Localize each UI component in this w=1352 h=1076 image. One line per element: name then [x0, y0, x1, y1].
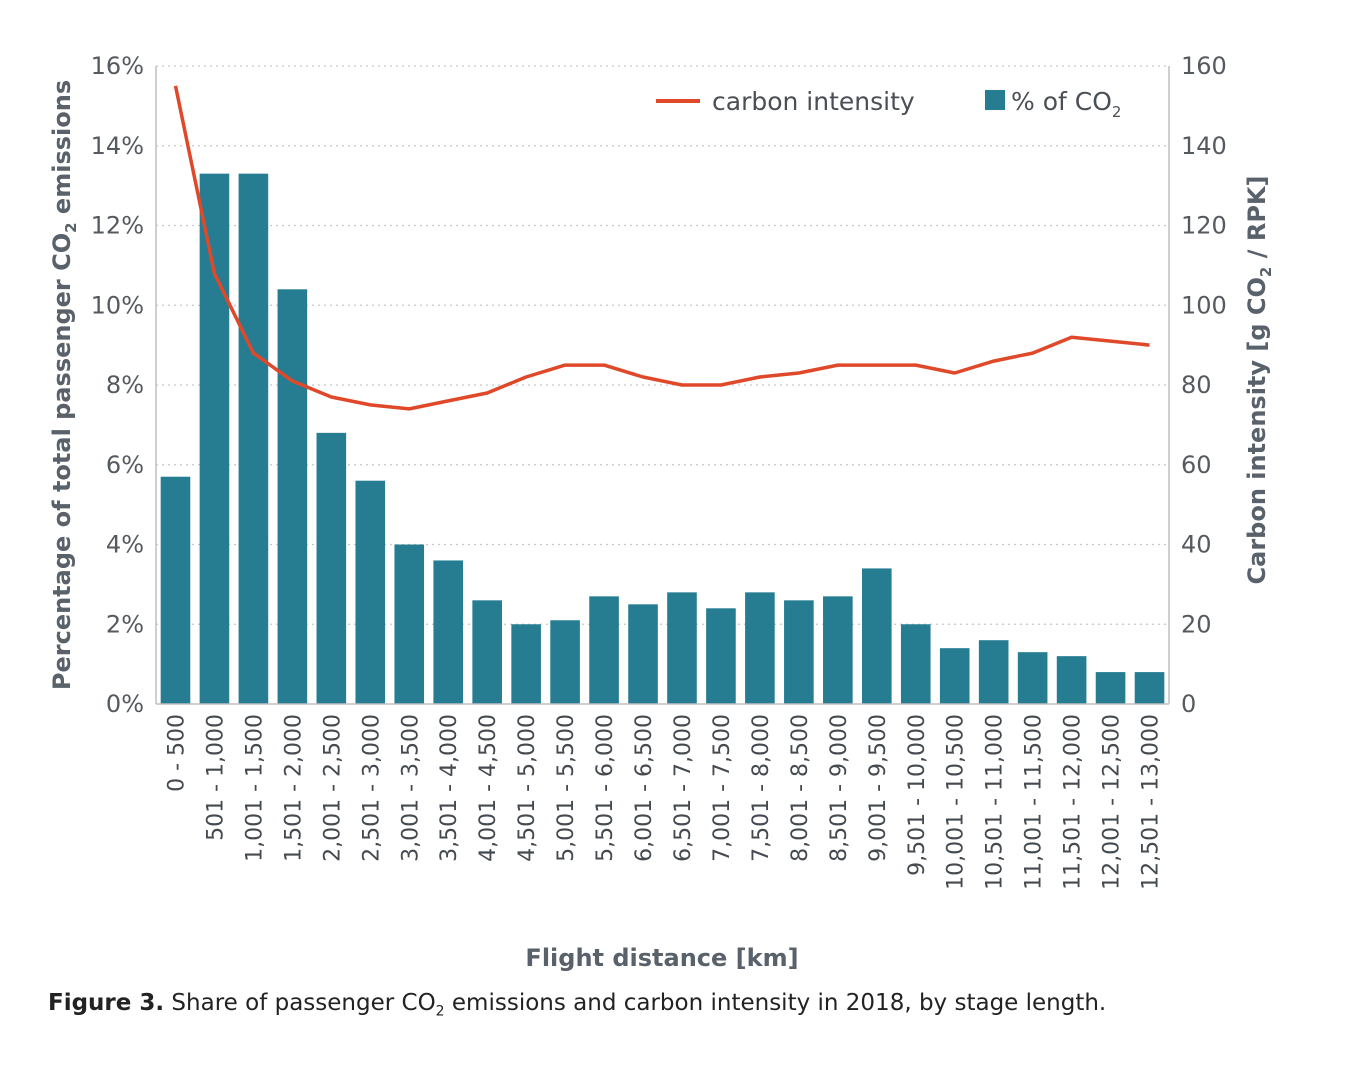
y-tick-right: 80	[1181, 371, 1212, 399]
bar	[978, 640, 1009, 704]
x-tick-label: 2,501 - 3,000	[359, 714, 384, 862]
bar	[472, 600, 502, 704]
bar	[1095, 672, 1126, 704]
y-tick-left: 6%	[106, 451, 144, 479]
legend-swatch-co2-share	[985, 90, 1005, 110]
y-axis-title-right: Carbon intensity [g CO2 / RPK]	[1243, 176, 1275, 585]
y-axis-title-left: Percentage of total passenger CO2 emissi…	[48, 80, 80, 690]
legend-label-carbon-intensity: carbon intensity	[712, 87, 915, 116]
y-tick-left: 0%	[106, 690, 144, 718]
bar	[355, 480, 386, 704]
x-tick-label: 3,001 - 3,500	[398, 714, 423, 862]
x-tick-label: 9,501 - 10,000	[905, 714, 930, 876]
x-tick-label: 11,501 - 12,000	[1061, 714, 1086, 890]
x-tick-label: 4,001 - 4,500	[476, 714, 501, 862]
bar	[745, 592, 775, 704]
x-tick-label: 7,001 - 7,500	[710, 714, 735, 862]
x-tick-label: 4,501 - 5,000	[515, 714, 540, 862]
x-tick-label: 6,001 - 6,500	[632, 714, 657, 862]
y-tick-right: 140	[1181, 132, 1227, 160]
bar	[394, 544, 425, 704]
legend-label-co2-share: % of CO2	[1011, 87, 1121, 121]
caption-subscript: 2	[435, 1003, 445, 1020]
x-tick-label: 5,001 - 5,500	[554, 714, 579, 862]
chart: 0% 2% 4% 6% 8% 10% 12% 14% 16% 0 20 40 60 80 100 120 14…	[48, 52, 1275, 972]
bar	[628, 604, 658, 704]
x-tick-label: 10,001 - 10,500	[944, 714, 969, 890]
bar	[1134, 672, 1165, 704]
x-tick-label: 12,001 - 12,500	[1100, 714, 1125, 890]
y-tick-left: 4%	[106, 531, 144, 559]
y-tick-right: 100	[1181, 291, 1227, 319]
left-tick-labels: 0% 2% 4% 6% 8% 10% 12% 14% 16%	[91, 52, 144, 718]
x-tick-label: 501 - 1,000	[203, 714, 228, 841]
bar	[316, 432, 347, 704]
bar	[784, 600, 814, 704]
bar	[1056, 656, 1087, 704]
y-tick-right: 40	[1181, 531, 1212, 559]
y-tick-left: 12%	[91, 212, 144, 240]
y-tick-right: 0	[1181, 690, 1196, 718]
bar	[433, 560, 464, 704]
x-tick-label: 2,001 - 2,500	[320, 714, 345, 862]
caption-text-end: emissions and carbon intensity in 2018, …	[444, 990, 1107, 1016]
bar	[900, 624, 931, 704]
bar	[1017, 652, 1048, 704]
bar	[160, 476, 191, 704]
y-tick-right: 60	[1181, 451, 1212, 479]
y-tick-left: 10%	[91, 291, 144, 319]
bar	[589, 596, 619, 704]
bar	[861, 568, 892, 704]
bar	[238, 173, 269, 705]
y-tick-right: 120	[1181, 212, 1227, 240]
y-tick-right: 160	[1181, 52, 1227, 80]
y-tick-right: 20	[1181, 610, 1212, 638]
bar	[823, 596, 853, 704]
x-tick-label: 5,501 - 6,000	[593, 714, 618, 862]
bar-series-co2-share	[160, 173, 1165, 705]
x-tick-label: 3,501 - 4,000	[437, 714, 462, 862]
x-tick-label: 8,001 - 8,500	[788, 714, 813, 862]
y-tick-left: 16%	[91, 52, 144, 80]
x-tick-label: 9,001 - 9,500	[866, 714, 891, 862]
x-tick-labels: 0 - 500 501 - 1,000 1,001 - 1,500 1,501 - 2…	[165, 714, 1164, 890]
bar	[550, 620, 580, 704]
bar	[511, 624, 541, 704]
x-tick-label: 10,501 - 11,000	[983, 714, 1008, 890]
x-tick-label: 8,501 - 9,000	[827, 714, 852, 862]
y-tick-left: 2%	[106, 610, 144, 638]
x-tick-label: 7,501 - 8,000	[749, 714, 774, 862]
x-tick-label: 0 - 500	[165, 714, 190, 792]
x-tick-label: 12,501 - 13,000	[1139, 714, 1164, 890]
x-tick-label: 1,001 - 1,500	[242, 714, 267, 862]
x-tick-label: 6,501 - 7,000	[671, 714, 696, 862]
bar	[199, 173, 230, 705]
line-series-carbon-intensity	[173, 85, 1150, 411]
bar	[706, 608, 736, 704]
right-tick-labels: 0 20 40 60 80 100 120 140 160	[1181, 52, 1227, 718]
axes	[155, 66, 1170, 705]
x-tick-label: 11,001 - 11,500	[1022, 714, 1047, 890]
bar	[939, 648, 970, 704]
bar	[667, 592, 697, 704]
bar	[277, 289, 308, 704]
legend: carbon intensity % of CO2	[656, 87, 1121, 121]
y-tick-left: 8%	[106, 371, 144, 399]
y-tick-left: 14%	[91, 132, 144, 160]
caption-label: Figure 3.	[48, 990, 165, 1016]
gridlines	[156, 65, 1169, 625]
caption-text: Share of passenger CO	[164, 990, 436, 1016]
x-axis-title: Flight distance [km]	[525, 944, 798, 972]
x-tick-label: 1,501 - 2,000	[281, 714, 306, 862]
figure-caption: Figure 3. Share of passenger CO2 emissio…	[48, 990, 1106, 1020]
